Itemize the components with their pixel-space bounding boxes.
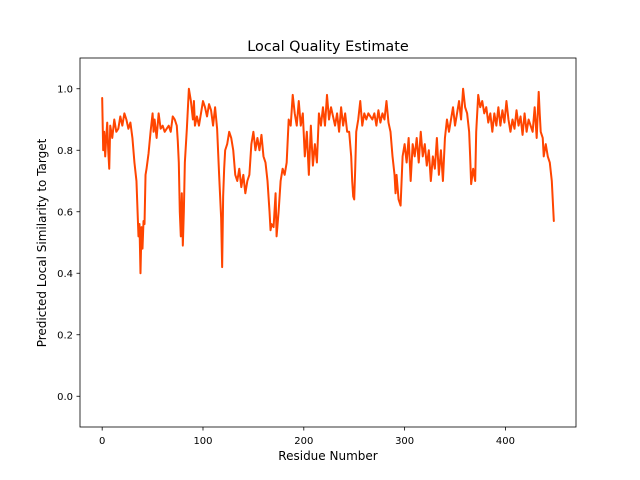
y-tick-label: 1.0	[57, 84, 73, 95]
y-axis: 0.0 0.2 0.4 0.6 0.8 1.0	[57, 84, 80, 403]
x-axis: 0 100 200 300 400	[99, 427, 515, 447]
x-tick-label: 200	[294, 436, 313, 447]
y-tick-label: 0.8	[57, 146, 73, 157]
y-tick-label: 0.2	[57, 330, 73, 341]
x-tick-label: 100	[193, 436, 212, 447]
y-tick-label: 0.4	[57, 269, 73, 280]
y-tick-label: 0.0	[57, 392, 73, 403]
x-tick-label: 0	[99, 436, 105, 447]
series-line-0	[101, 87, 555, 275]
y-axis-label: Predicted Local Similarity to Target	[35, 138, 49, 347]
plot-frame	[79, 57, 577, 428]
chart-title: Local Quality Estimate	[247, 39, 409, 55]
x-tick-label: 400	[496, 436, 515, 447]
x-axis-label: Residue Number	[278, 449, 377, 463]
x-tick-label: 300	[395, 436, 414, 447]
plot-area	[79, 57, 577, 428]
y-tick-label: 0.6	[57, 207, 73, 218]
